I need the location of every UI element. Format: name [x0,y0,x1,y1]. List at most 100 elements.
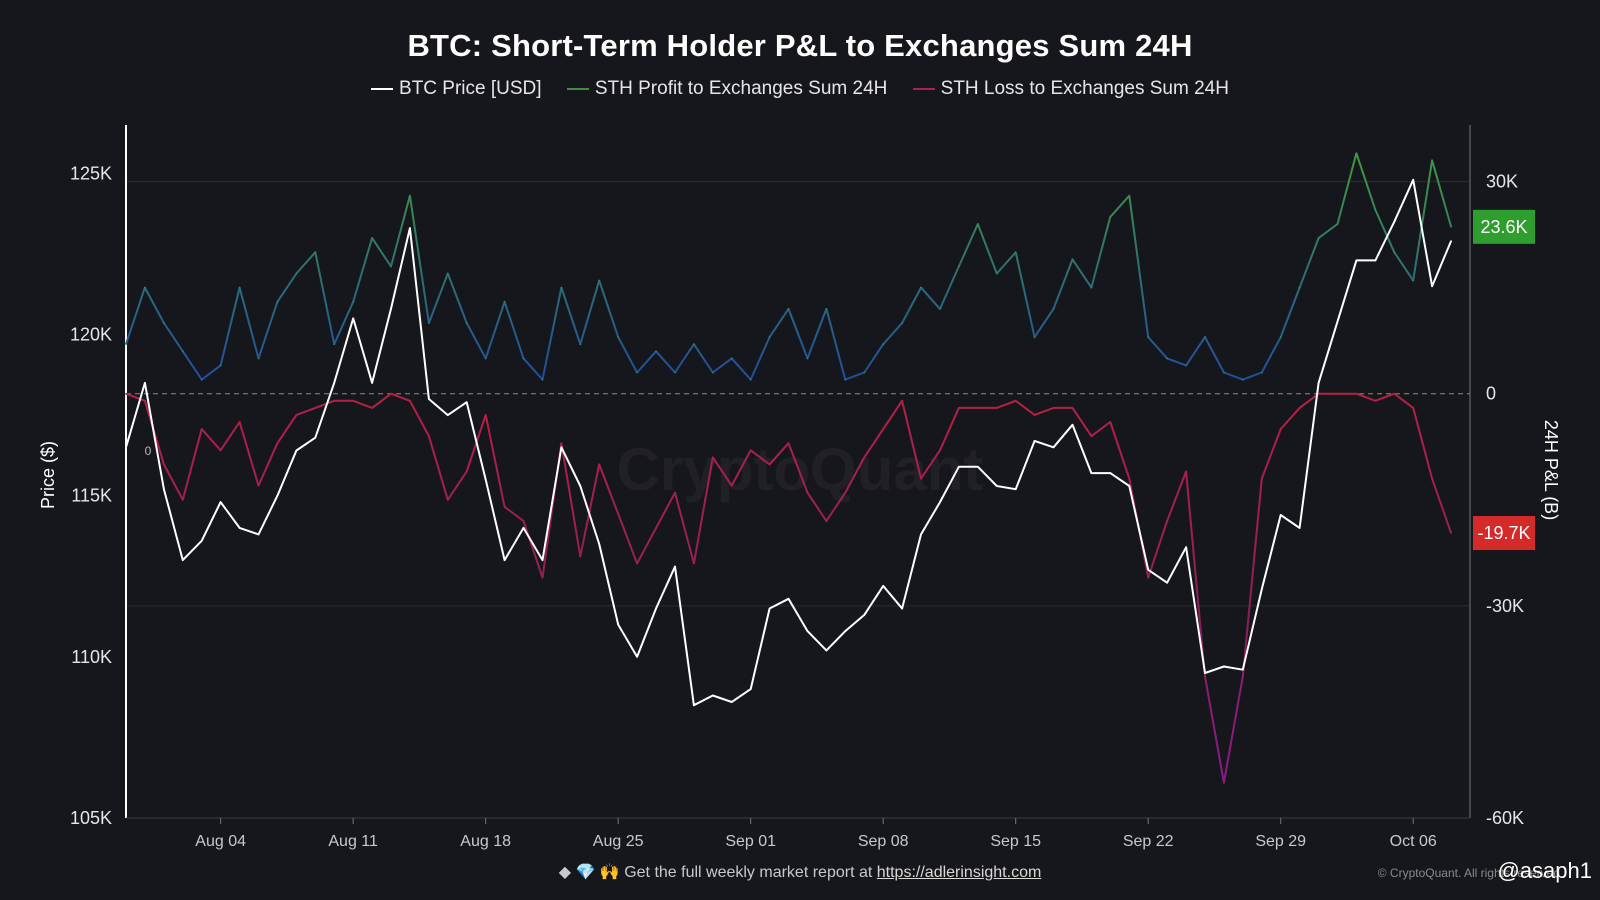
data-point-loss [1204,675,1206,678]
data-point-profit [447,272,449,275]
footer-text: Get the full weekly market report at [624,864,873,881]
zero-marker: 0 [145,444,152,458]
data-point-price [996,485,998,487]
chart-legend: BTC Price [USD] STH Profit to Exchanges … [0,78,1600,100]
data-point-profit [977,223,979,225]
data-point-profit [863,371,866,374]
data-point-loss [1090,435,1093,437]
watermark: CryptoQuant [617,436,984,503]
data-point-price [712,694,714,697]
data-point-price [352,317,355,320]
data-point-profit [484,357,487,360]
data-point-price [1242,668,1244,671]
data-point-loss [825,520,828,522]
data-point-price [522,527,525,529]
y-tick-left: 125K [70,163,112,183]
data-point-loss [1071,407,1074,409]
data-point-profit [1261,371,1263,374]
data-point-loss [920,477,922,480]
data-point-loss [447,499,449,501]
data-point-price [144,382,146,384]
data-point-loss [541,576,544,579]
data-point-profit [1204,336,1206,338]
data-point-loss [333,400,336,402]
data-point-price [541,559,544,561]
data-point-loss [598,463,600,466]
data-point-loss [1393,392,1396,395]
legend-swatch-loss [912,87,935,90]
data-point-price [219,501,222,503]
data-point-profit [163,322,165,324]
data-point-loss [238,421,241,423]
data-point-profit [465,322,468,324]
data-point-price [598,543,600,545]
data-point-loss [1412,407,1414,409]
data-point-price [655,607,657,610]
data-point-loss [1450,532,1452,534]
data-point-loss [674,491,676,494]
data-point-price [1071,424,1074,426]
legend-item-profit[interactable]: STH Profit to Exchanges Sum 24H [566,78,887,100]
data-point-price [1223,665,1225,668]
data-point-profit [674,371,676,374]
y-axis-title-left: Price ($) [38,441,58,509]
y-tick-right: 0 [1486,384,1496,404]
data-point-loss [749,449,752,452]
data-point-price [1166,581,1168,584]
data-point-loss [295,414,298,416]
data-point-price [977,465,979,468]
data-point-price [447,414,449,416]
x-tick-label: Aug 04 [195,833,246,850]
data-point-price [730,701,733,703]
legend-item-loss[interactable]: STH Loss to Exchanges Sum 24H [912,78,1229,100]
data-point-profit [749,378,752,381]
x-tick-label: Oct 06 [1390,833,1437,850]
legend-label-loss: STH Loss to Exchanges Sum 24H [940,78,1229,99]
data-point-price [409,227,411,229]
data-point-price [503,559,506,561]
data-point-profit [219,364,222,367]
data-point-price [768,607,771,610]
data-point-loss [636,562,638,565]
data-point-profit [579,343,582,346]
data-point-loss [314,407,317,409]
x-tick-label: Aug 18 [460,833,511,850]
data-point-profit [882,343,884,346]
data-point-profit [1223,371,1225,374]
data-point-loss [484,414,487,416]
data-point-profit [1185,364,1187,367]
data-point-profit [1014,251,1017,254]
y-tick-left: 110K [71,647,112,667]
legend-swatch-price [371,87,394,90]
data-point-profit [1166,357,1168,360]
data-point-loss [522,520,525,522]
data-point-price [371,382,373,384]
data-point-profit [1090,286,1093,289]
data-point-price [674,565,676,568]
value-badge-label: -19.7K [1477,523,1530,543]
data-point-loss [655,527,657,529]
data-point-profit [1033,336,1036,338]
data-point-profit [1450,226,1452,228]
data-point-loss [901,400,903,402]
data-point-loss [1147,576,1149,579]
data-point-profit [503,301,506,303]
data-point-profit [522,357,525,360]
data-point-loss [1242,675,1244,678]
footer-link[interactable]: https://adlerinsight.com [876,864,1042,881]
data-point-loss [1052,407,1055,409]
data-point-price [1014,488,1017,491]
data-point-profit [901,322,903,324]
data-point-profit [1109,216,1112,218]
legend-label-price: BTC Price [USD] [399,78,542,99]
value-badge [1473,516,1535,551]
data-point-price [1128,485,1131,487]
data-point-loss [163,463,165,466]
data-point-loss [977,407,979,409]
data-point-loss [996,407,998,409]
copyright: © CryptoQuant. All rights reserved [1377,866,1560,880]
legend-item-price[interactable]: BTC Price [USD] [371,78,542,100]
data-point-price [920,533,922,536]
data-point-loss [768,463,771,466]
data-point-price [125,446,127,449]
